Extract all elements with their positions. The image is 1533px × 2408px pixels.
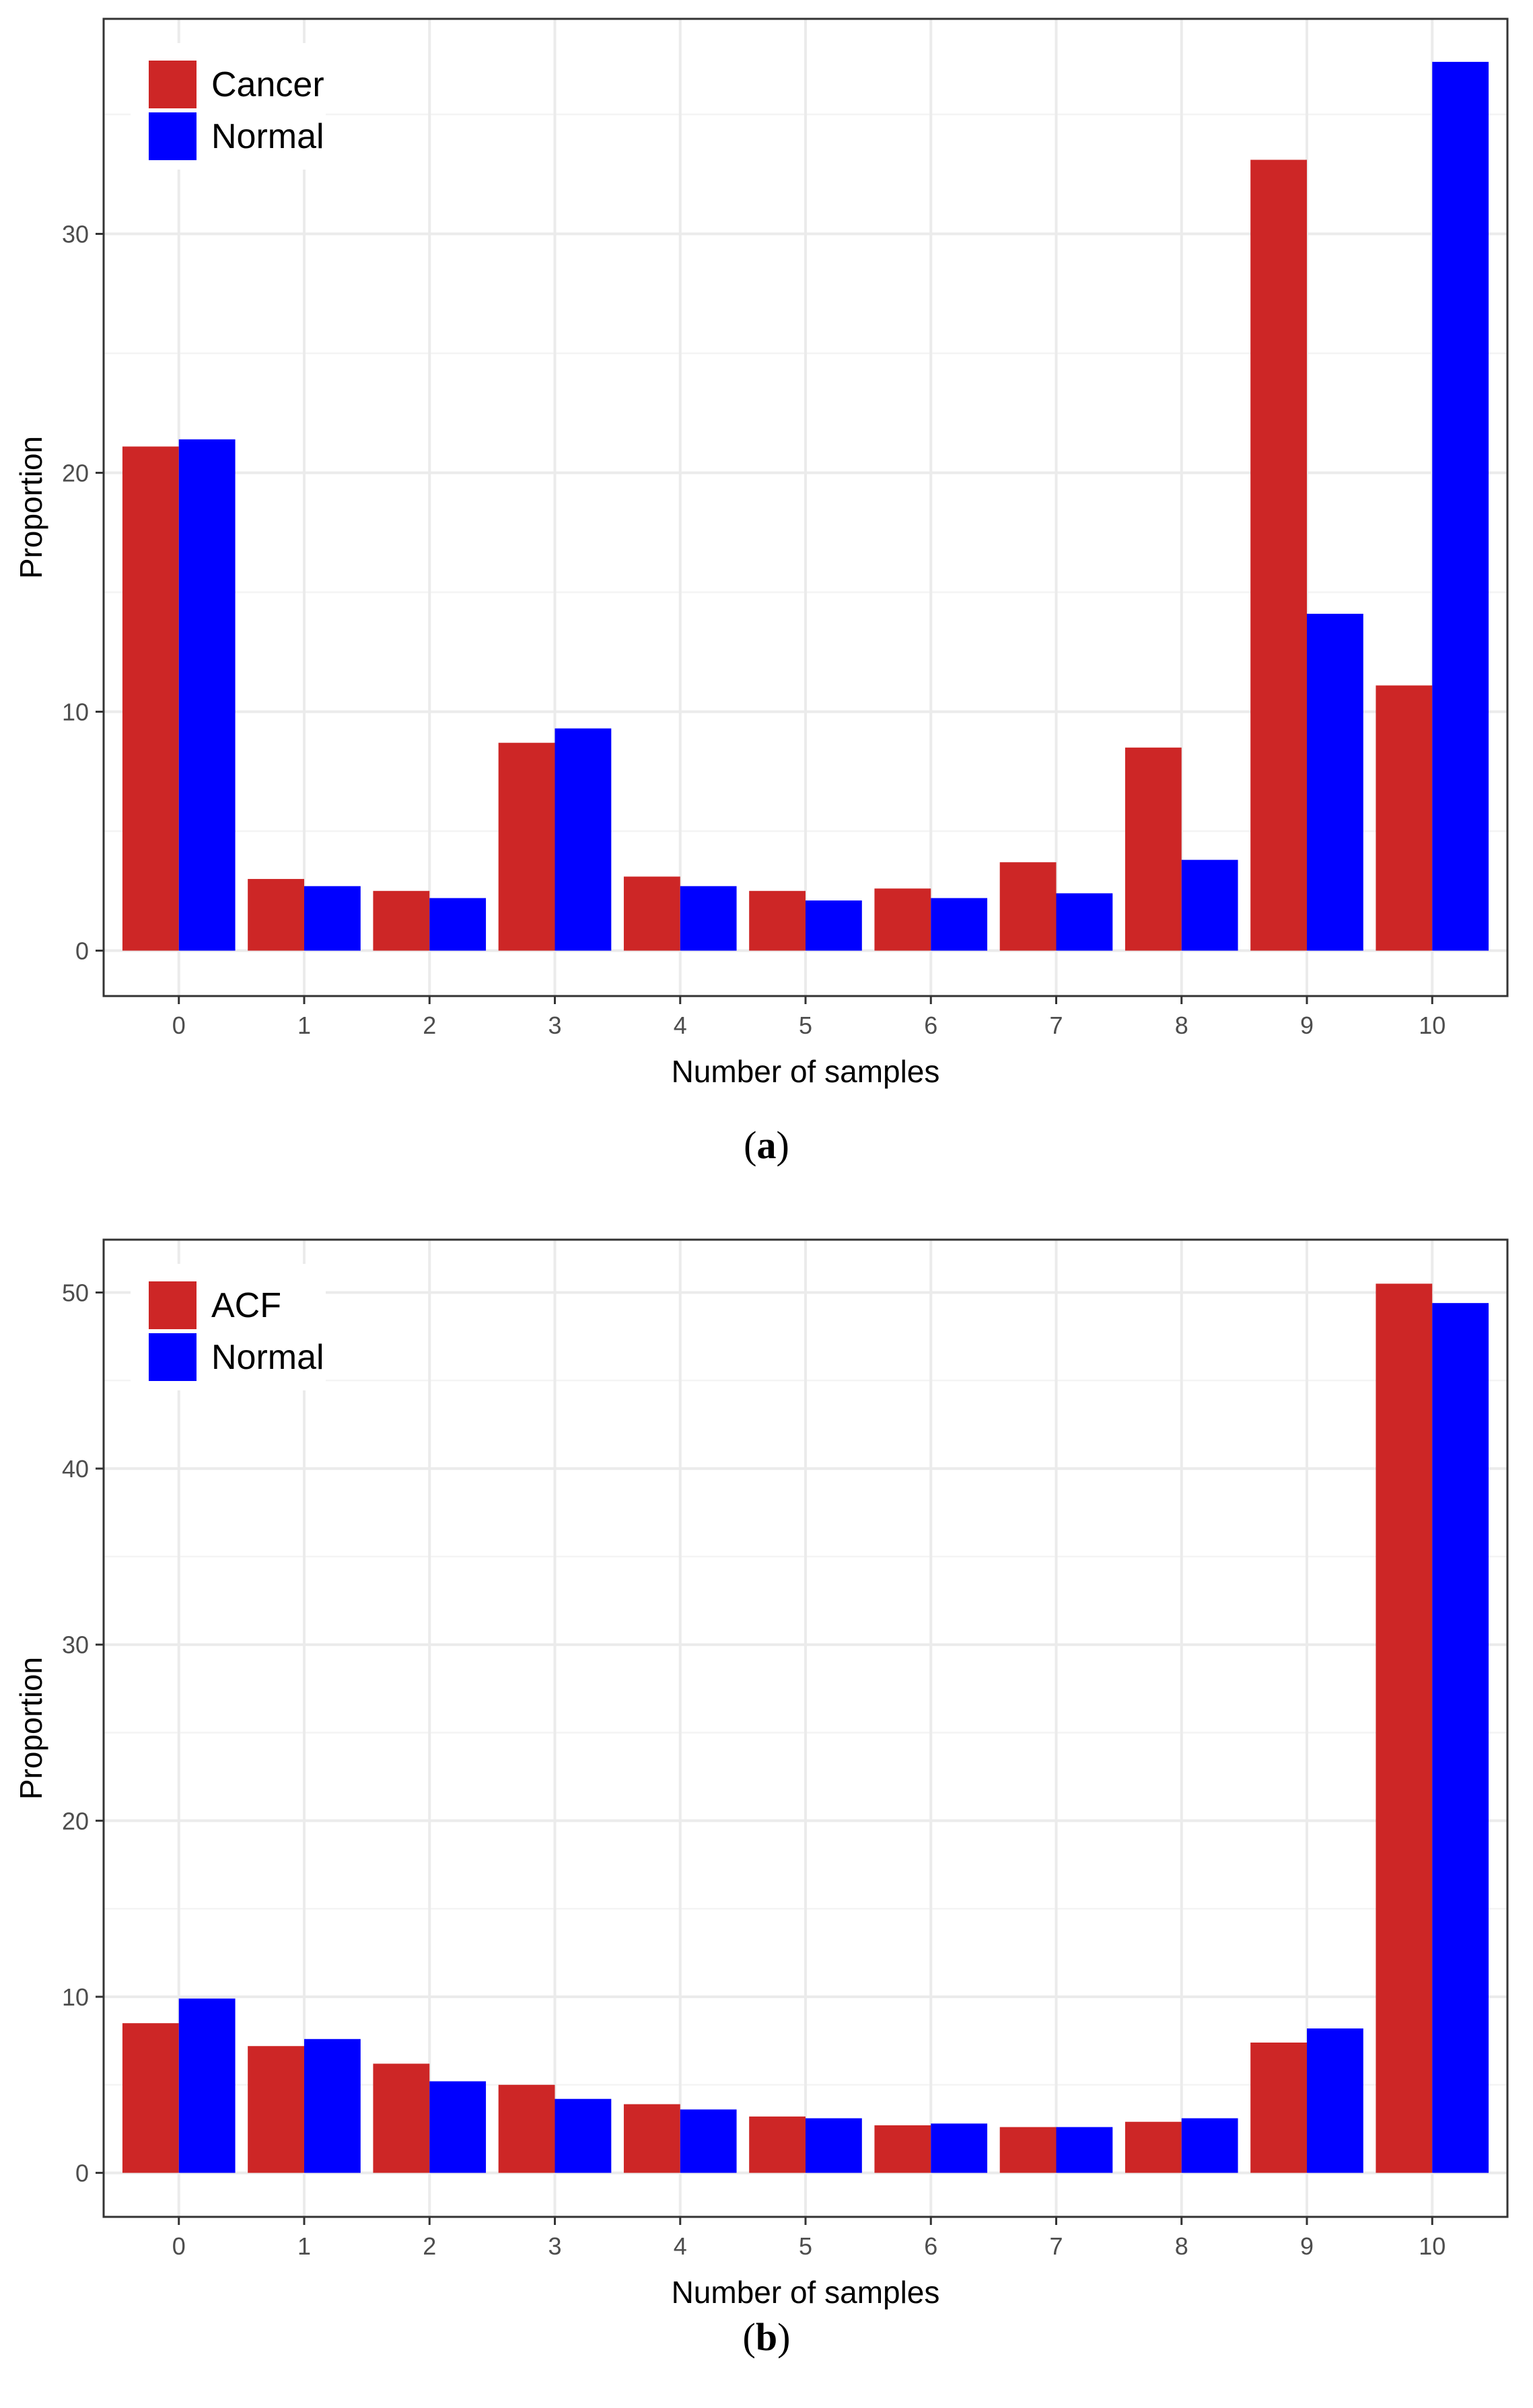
y-tick-label: 0 xyxy=(75,2160,89,2187)
bar-normal-0 xyxy=(178,1998,236,2173)
bar-normal-3 xyxy=(555,728,612,951)
bar-cancer-0 xyxy=(122,446,179,951)
bar-cancer-10 xyxy=(1376,685,1433,951)
bar-cancer-6 xyxy=(874,888,931,951)
bar-acf-5 xyxy=(749,2116,806,2173)
bar-acf-2 xyxy=(373,2063,430,2173)
x-tick-label: 6 xyxy=(924,1012,937,1039)
legend-label-normal: Normal xyxy=(211,117,324,156)
bar-chart-a: Cancer Normal 0 10 20 30 0 1 2 3 4 5 6 7 8 9 10 Number of… xyxy=(13,17,1509,1089)
bar-normal-7 xyxy=(1056,893,1113,951)
bar-cancer-7 xyxy=(999,862,1057,951)
bar-normal-2 xyxy=(429,898,487,951)
figure-panel-a: Cancer Normal 0 10 20 30 0 1 2 3 4 5 6 7 8 9 10 Number of… xyxy=(13,17,1509,1167)
x-tick-label: 10 xyxy=(1419,1012,1446,1039)
x-tick-label: 5 xyxy=(799,2232,812,2260)
y-tick-label: 0 xyxy=(75,937,89,965)
bar-normal-6 xyxy=(931,2123,988,2173)
bar-acf-0 xyxy=(122,2023,179,2173)
y-axis-title: Proportion xyxy=(13,436,48,579)
legend-key-normal xyxy=(149,1333,197,1381)
bar-cancer-4 xyxy=(623,876,680,951)
x-tick-label: 1 xyxy=(297,2232,311,2260)
bar-normal-10 xyxy=(1432,1303,1489,2173)
y-axis-title: Proportion xyxy=(13,1657,48,1800)
bar-cancer-5 xyxy=(749,890,806,951)
x-tick-label: 3 xyxy=(548,2232,561,2260)
x-tick-label: 6 xyxy=(924,2232,937,2260)
figure-panel-b: ACF Normal 0 10 20 30 40 50 0 1 2 3 4 5 6 7 8 9 10 Number o… xyxy=(0,1204,1533,2408)
x-tick-label: 0 xyxy=(172,1012,186,1039)
bar-normal-5 xyxy=(806,900,862,951)
legend-key-cancer xyxy=(149,61,197,108)
bar-cancer-9 xyxy=(1250,160,1307,951)
bar-normal-4 xyxy=(680,886,737,951)
bar-cancer-2 xyxy=(373,890,430,951)
x-tick-label: 4 xyxy=(674,2232,687,2260)
bar-cancer-8 xyxy=(1125,747,1182,951)
y-tick-label: 50 xyxy=(62,1279,89,1306)
y-tick-label: 40 xyxy=(62,1455,89,1483)
y-tick-label: 20 xyxy=(62,460,89,487)
legend-label-normal: Normal xyxy=(211,1338,324,1377)
caption-b-letter: b xyxy=(755,2315,778,2359)
x-tick-label: 2 xyxy=(423,1012,436,1039)
bar-acf-6 xyxy=(874,2125,931,2173)
bar-acf-1 xyxy=(248,2046,304,2173)
x-tick-label: 10 xyxy=(1419,2232,1446,2260)
bar-normal-9 xyxy=(1307,613,1363,951)
bar-acf-7 xyxy=(999,2127,1057,2173)
bar-acf-3 xyxy=(498,2084,555,2173)
x-tick-label: 4 xyxy=(674,1012,687,1039)
legend-key-normal xyxy=(149,112,197,160)
y-tick-label: 10 xyxy=(62,1983,89,2011)
bar-normal-0 xyxy=(178,439,236,951)
bar-normal-7 xyxy=(1056,2127,1113,2173)
x-tick-label: 9 xyxy=(1300,1012,1314,1039)
x-tick-label: 5 xyxy=(799,1012,812,1039)
y-tick-label: 30 xyxy=(62,1631,89,1659)
bar-normal-1 xyxy=(304,886,361,951)
caption-a: (a) xyxy=(744,1123,789,1167)
x-tick-label: 3 xyxy=(548,1012,561,1039)
legend-label-cancer: Cancer xyxy=(211,65,324,104)
legend-key-acf xyxy=(149,1281,197,1329)
bar-normal-3 xyxy=(555,2098,612,2173)
x-tick-label: 2 xyxy=(423,2232,436,2260)
x-tick-label: 0 xyxy=(172,2232,186,2260)
x-tick-label: 7 xyxy=(1049,1012,1063,1039)
x-tick-label: 8 xyxy=(1175,2232,1188,2260)
bar-cancer-1 xyxy=(248,879,304,951)
y-tick-label: 20 xyxy=(62,1807,89,1835)
y-tick-label: 30 xyxy=(62,221,89,248)
bar-acf-9 xyxy=(1250,2042,1307,2173)
bar-cancer-3 xyxy=(498,742,555,951)
bar-acf-8 xyxy=(1125,2121,1182,2173)
legend-label-acf: ACF xyxy=(211,1286,281,1325)
bar-normal-10 xyxy=(1432,61,1489,951)
bar-acf-10 xyxy=(1376,1283,1433,2173)
x-axis-title: Number of samples xyxy=(672,2275,940,2310)
x-tick-label: 1 xyxy=(297,1012,311,1039)
bar-normal-2 xyxy=(429,2081,487,2173)
x-tick-label: 7 xyxy=(1049,2232,1063,2260)
bar-acf-4 xyxy=(623,2104,680,2173)
y-tick-label: 10 xyxy=(62,699,89,726)
bar-normal-8 xyxy=(1181,859,1238,951)
bar-chart-b: ACF Normal 0 10 20 30 40 50 0 1 2 3 4 5 6 7 8 9 10 Number o… xyxy=(13,1238,1509,2310)
bar-normal-1 xyxy=(304,2039,361,2173)
bar-normal-8 xyxy=(1181,2118,1238,2173)
x-tick-label: 9 xyxy=(1300,2232,1314,2260)
bar-normal-4 xyxy=(680,2109,737,2173)
bar-normal-5 xyxy=(806,2118,862,2173)
caption-a-letter: a xyxy=(756,1123,777,1167)
caption-b: (b) xyxy=(742,2315,791,2359)
bar-normal-6 xyxy=(931,898,988,951)
x-axis-title: Number of samples xyxy=(672,1054,940,1089)
x-tick-label: 8 xyxy=(1175,1012,1188,1039)
bar-normal-9 xyxy=(1307,2028,1363,2173)
